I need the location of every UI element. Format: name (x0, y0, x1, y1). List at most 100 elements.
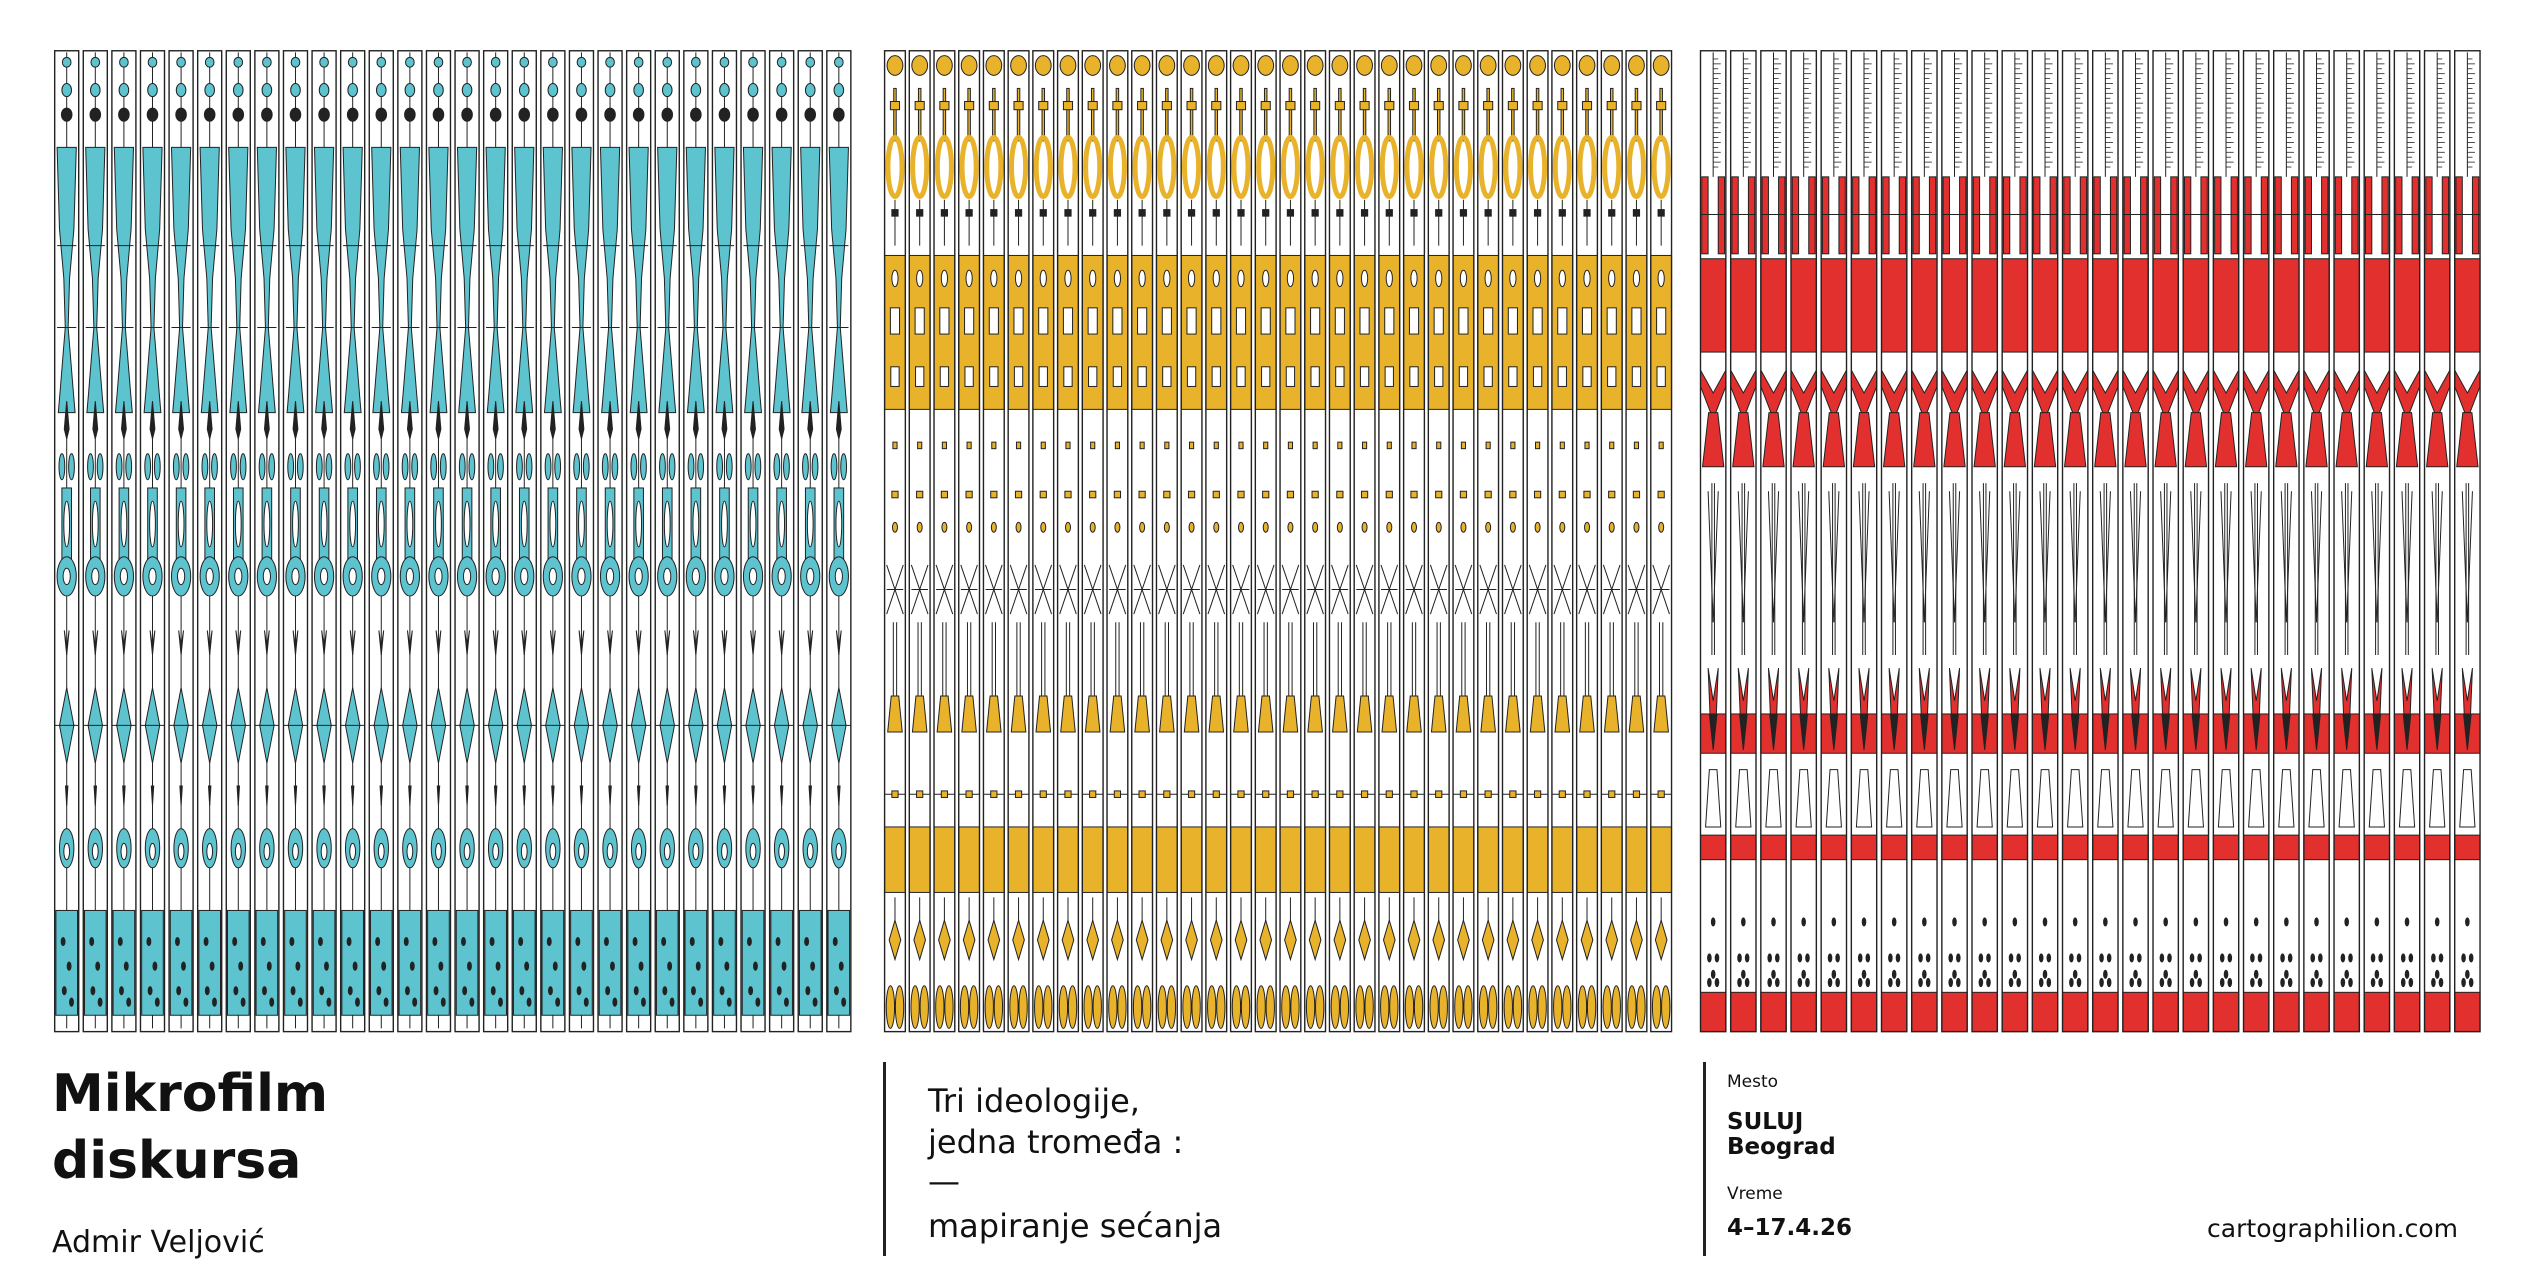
ornament (1039, 790, 1047, 798)
ornament (1453, 135, 1473, 199)
ornament (1238, 521, 1244, 533)
ornament (1790, 834, 1817, 861)
pattern-strip (1378, 50, 1401, 1033)
ornament (549, 401, 556, 439)
ornament (1012, 918, 1025, 962)
ornament (966, 441, 972, 450)
ornament (1526, 826, 1549, 893)
ornament (2404, 969, 2410, 979)
ornament (2465, 917, 2470, 927)
ornament (1989, 176, 1997, 255)
ornament (692, 630, 699, 656)
ornament (664, 401, 671, 439)
ornament (1237, 269, 1245, 288)
ornament (1064, 521, 1071, 533)
ornament (916, 269, 924, 288)
ornament-line (1918, 491, 1925, 623)
ornament (1238, 441, 1244, 450)
ornament (96, 453, 104, 481)
ornament (1504, 55, 1522, 76)
ornament (2438, 977, 2444, 988)
ornament (1603, 55, 1621, 76)
ornament (661, 83, 673, 98)
ornament-line (2104, 491, 2111, 623)
ornament (1064, 269, 1072, 288)
ornament (1188, 441, 1195, 450)
strip-outline (2152, 50, 2180, 1033)
ornament (1760, 991, 1787, 1033)
ornament (911, 695, 928, 733)
ornament (1059, 55, 1077, 76)
ornament (319, 567, 329, 586)
ornament (573, 453, 581, 481)
ornament (1537, 985, 1547, 1029)
pattern-strip (1850, 50, 1878, 1033)
ornament (887, 695, 903, 733)
ornament (149, 500, 156, 548)
ornament (1769, 713, 1778, 751)
pattern-strip (2363, 50, 2391, 1033)
ornament-line (1893, 491, 1900, 623)
ornament (1404, 135, 1424, 199)
ornament (371, 146, 392, 414)
ornament (1532, 101, 1543, 111)
ornament (541, 909, 565, 1016)
ornament-line (1737, 491, 1744, 623)
ornament (373, 453, 380, 481)
ornament (1290, 985, 1300, 1029)
ornament (2031, 369, 2059, 421)
pattern-strip (1056, 50, 1080, 1033)
ornament (663, 567, 672, 586)
ornament (773, 453, 781, 481)
ornament (916, 521, 923, 533)
ornament (2223, 969, 2229, 979)
ornament (1337, 441, 1343, 450)
ornament (1507, 101, 1518, 111)
ornament (176, 986, 182, 996)
ornament (1483, 307, 1494, 335)
ornament (1627, 985, 1637, 1029)
ornament (92, 401, 99, 439)
ornament (1405, 55, 1423, 76)
pattern-strip (982, 50, 1005, 1033)
ornament (1205, 826, 1228, 893)
ornament (751, 785, 755, 806)
ornament (2127, 769, 2144, 828)
ornament (1083, 985, 1093, 1029)
ornament (1767, 953, 1772, 963)
ornament (1765, 769, 1782, 828)
ornament (2284, 917, 2289, 927)
ornament (150, 785, 155, 806)
ornament (1458, 366, 1469, 387)
strip-outline (2242, 50, 2270, 1033)
ornament (203, 107, 216, 122)
ornament (342, 146, 363, 414)
pattern-strip (1180, 50, 1203, 1033)
ornament (1460, 521, 1467, 533)
ornament (1429, 985, 1439, 1029)
ornament (1163, 209, 1171, 217)
ornament (1014, 790, 1023, 798)
ornament (2310, 953, 2315, 963)
ornament (1014, 269, 1023, 288)
ornament (433, 986, 439, 996)
ornament (1084, 55, 1102, 76)
ornament (1062, 101, 1074, 111)
ornament (1459, 790, 1468, 798)
ornament (1651, 135, 1671, 199)
ornament (2001, 834, 2029, 861)
ornament (604, 107, 616, 122)
ornament (1282, 55, 1299, 76)
ornament (548, 986, 553, 996)
ornament (1043, 985, 1053, 1029)
strip-outline (2453, 50, 2481, 1033)
ornament (1461, 87, 1466, 142)
ornament (1106, 826, 1129, 893)
strip-outline (1304, 50, 1327, 1033)
ornament (1888, 953, 1893, 963)
ornament (2465, 969, 2470, 979)
ornament (318, 107, 330, 122)
ornament (1916, 769, 1933, 828)
ornament (287, 453, 295, 481)
ornament-line (2129, 491, 2137, 623)
